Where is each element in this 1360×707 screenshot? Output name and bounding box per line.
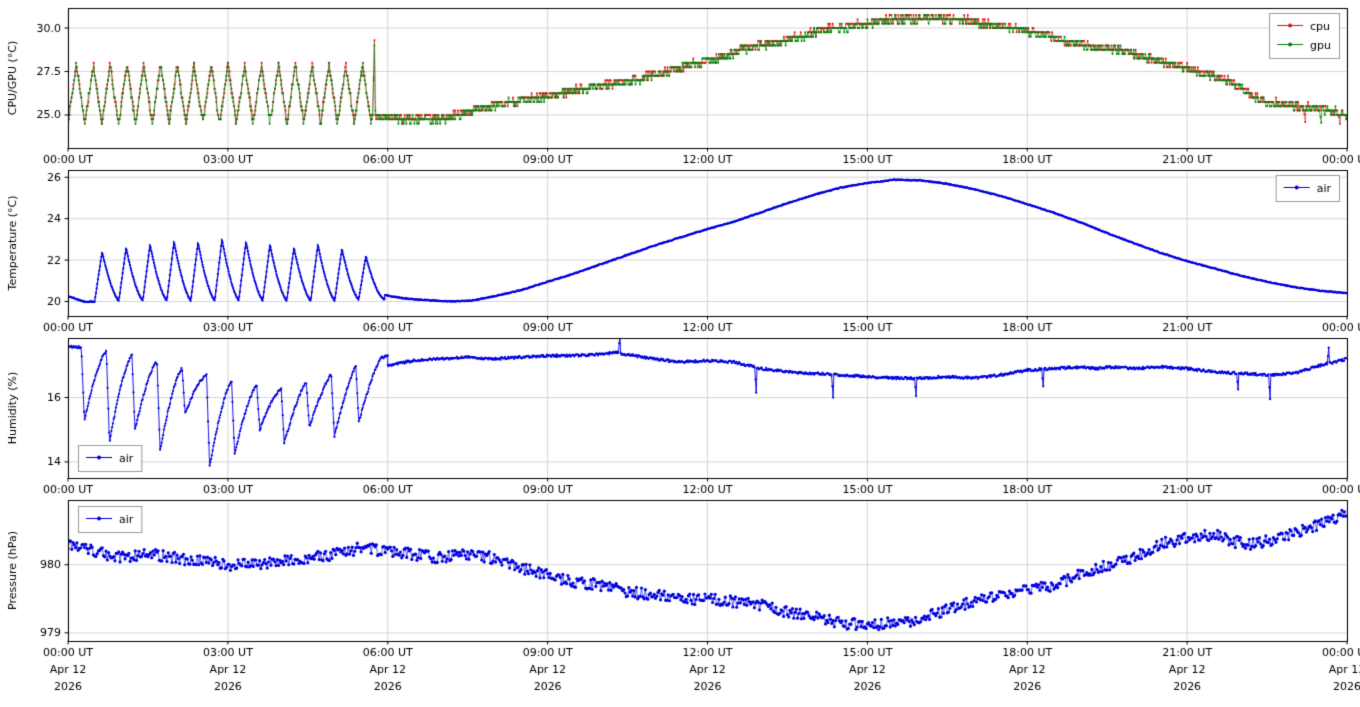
weather-telemetry-figure: [0, 0, 1360, 707]
chart-canvas: [0, 0, 1360, 707]
